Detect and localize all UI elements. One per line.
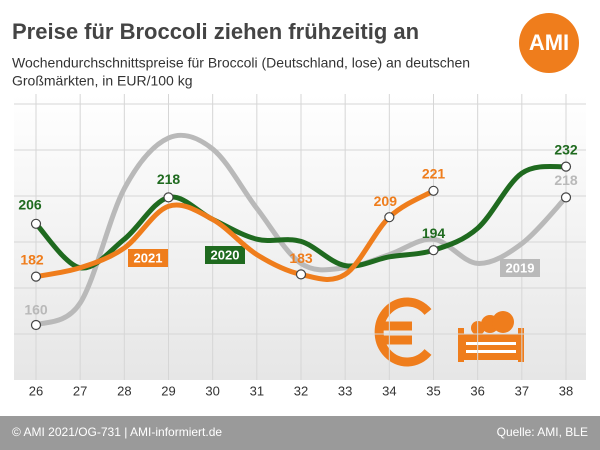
point [384, 212, 395, 223]
x-tick-label: 30 [205, 383, 219, 398]
value-label: 194 [422, 225, 446, 241]
logo-text: AMI [529, 30, 569, 55]
crate-icon [458, 311, 524, 362]
x-tick-label: 29 [161, 383, 175, 398]
series-line [33, 132, 569, 328]
point [30, 218, 42, 229]
title: Preise für Broccoli ziehen frühzeitig an [12, 19, 419, 44]
legend-swatch [205, 246, 245, 264]
footer-left: © AMI 2021/OG-731 | AMI-informiert.de [12, 425, 222, 439]
point [30, 271, 42, 282]
x-tick-label: 38 [559, 383, 573, 398]
legend-label: 2021 [134, 250, 163, 265]
point [428, 245, 439, 256]
x-tick-label: 28 [117, 383, 131, 398]
legend-label: 2019 [506, 260, 535, 275]
logo [519, 13, 579, 73]
point [163, 192, 174, 203]
x-tick-label: 36 [470, 383, 484, 398]
legend-label: 2020 [211, 247, 240, 262]
x-tick-label: 31 [250, 383, 264, 398]
series-line [33, 163, 569, 271]
value-label: 221 [422, 166, 446, 182]
point [428, 185, 439, 196]
x-tick-label: 26 [29, 383, 43, 398]
footer [0, 416, 600, 450]
x-tick-label: 35 [426, 383, 440, 398]
value-label: 183 [289, 250, 313, 266]
point [560, 161, 572, 172]
point [560, 192, 572, 203]
x-tick-label: 34 [382, 383, 396, 398]
x-tick-label: 37 [515, 383, 529, 398]
value-label: 206 [18, 197, 42, 213]
footer-right: Quelle: AMI, BLE [497, 425, 588, 439]
value-label: 182 [20, 251, 44, 267]
x-tick-label: 32 [294, 383, 308, 398]
x-tick-label: 33 [338, 383, 352, 398]
legend-swatch [128, 249, 168, 267]
point [30, 319, 42, 331]
legend-swatch [500, 259, 540, 277]
value-label: 160 [24, 302, 48, 318]
x-tick-label: 27 [73, 383, 87, 398]
value-label: 218 [554, 172, 578, 188]
series-line [33, 188, 436, 282]
point [295, 269, 307, 280]
value-label: 218 [157, 171, 181, 187]
value-label: 232 [554, 141, 578, 157]
subtitle: Großmärkten, in EUR/100 kg [12, 73, 193, 89]
value-label: 209 [374, 193, 398, 209]
euro-icon [374, 297, 432, 367]
subtitle: Wochendurchschnittspreise für Broccoli (… [12, 55, 470, 71]
